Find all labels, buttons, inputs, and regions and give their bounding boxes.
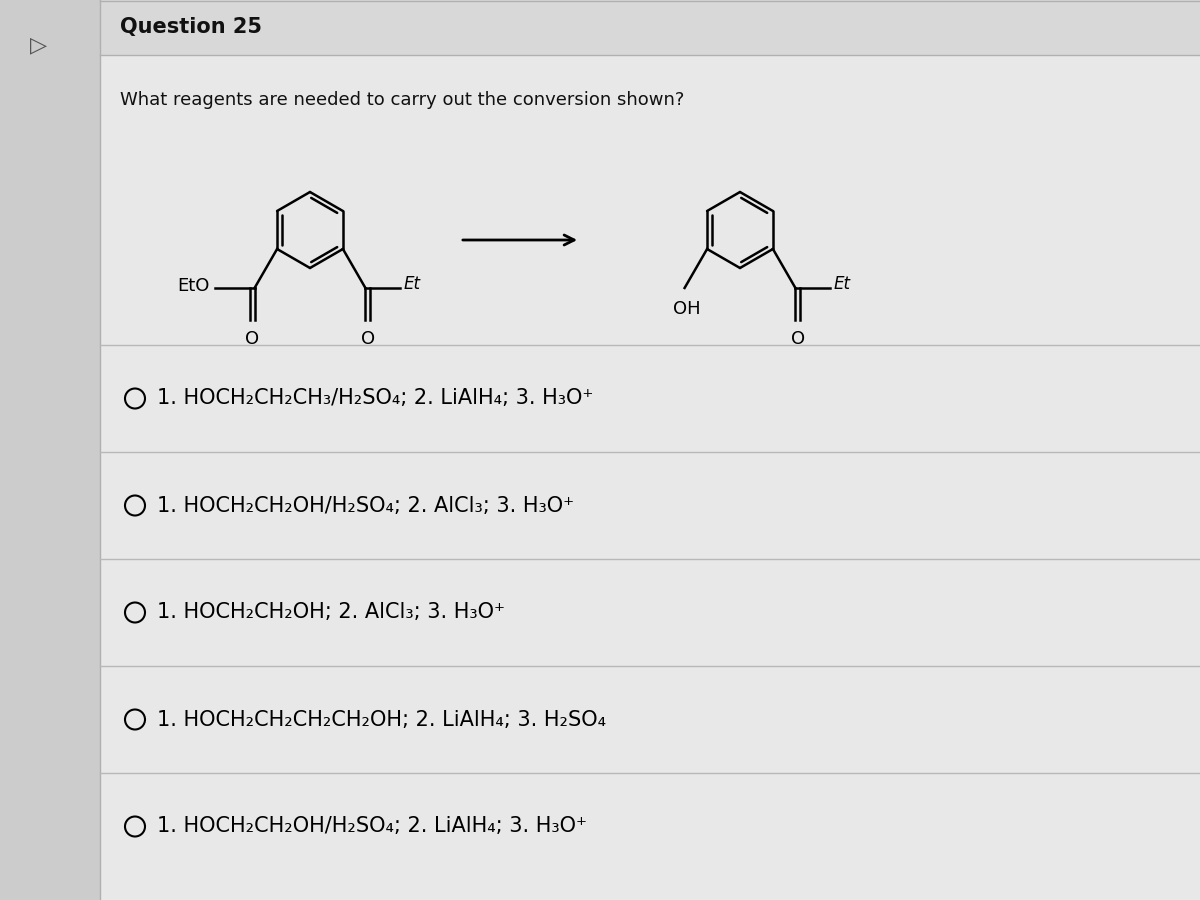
Text: 1. HOCH₂CH₂OH; 2. AlCl₃; 3. H₃O⁺: 1. HOCH₂CH₂OH; 2. AlCl₃; 3. H₃O⁺ (157, 602, 505, 623)
Bar (100, 0, 1200, 55)
Text: O: O (791, 330, 805, 348)
Text: OH: OH (673, 300, 701, 318)
Text: O: O (245, 330, 259, 348)
Text: 1. HOCH₂CH₂CH₃/H₂SO₄; 2. LiAlH₄; 3. H₃O⁺: 1. HOCH₂CH₂CH₃/H₂SO₄; 2. LiAlH₄; 3. H₃O⁺ (157, 389, 593, 409)
Text: What reagents are needed to carry out the conversion shown?: What reagents are needed to carry out th… (120, 91, 684, 109)
Bar (0, 0, 100, 900)
Text: 1. HOCH₂CH₂OH/H₂SO₄; 2. AlCl₃; 3. H₃O⁺: 1. HOCH₂CH₂OH/H₂SO₄; 2. AlCl₃; 3. H₃O⁺ (157, 496, 574, 516)
Text: Et: Et (403, 275, 420, 293)
Text: O: O (361, 330, 374, 348)
Text: Et: Et (834, 275, 851, 293)
Text: Question 25: Question 25 (120, 17, 262, 38)
Text: 1. HOCH₂CH₂OH/H₂SO₄; 2. LiAlH₄; 3. H₃O⁺: 1. HOCH₂CH₂OH/H₂SO₄; 2. LiAlH₄; 3. H₃O⁺ (157, 816, 587, 836)
Text: ▷: ▷ (30, 35, 47, 55)
Text: EtO: EtO (178, 277, 210, 295)
Text: 1. HOCH₂CH₂CH₂CH₂OH; 2. LiAlH₄; 3. H₂SO₄: 1. HOCH₂CH₂CH₂CH₂OH; 2. LiAlH₄; 3. H₂SO₄ (157, 709, 606, 730)
